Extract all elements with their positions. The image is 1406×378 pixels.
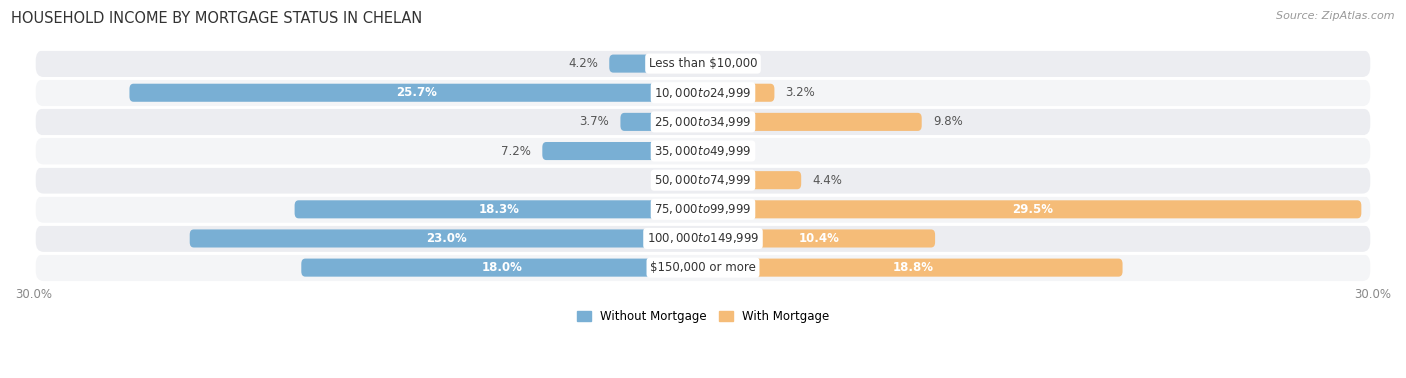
Text: Source: ZipAtlas.com: Source: ZipAtlas.com bbox=[1277, 11, 1395, 21]
FancyBboxPatch shape bbox=[129, 84, 703, 102]
Text: 23.0%: 23.0% bbox=[426, 232, 467, 245]
FancyBboxPatch shape bbox=[190, 229, 703, 248]
Text: Less than $10,000: Less than $10,000 bbox=[648, 57, 758, 70]
FancyBboxPatch shape bbox=[35, 225, 1371, 252]
Text: 7.2%: 7.2% bbox=[502, 144, 531, 158]
FancyBboxPatch shape bbox=[703, 259, 1122, 277]
Text: 10.4%: 10.4% bbox=[799, 232, 839, 245]
FancyBboxPatch shape bbox=[703, 229, 935, 248]
Text: 29.5%: 29.5% bbox=[1012, 203, 1053, 216]
FancyBboxPatch shape bbox=[703, 171, 801, 189]
Text: $25,000 to $34,999: $25,000 to $34,999 bbox=[654, 115, 752, 129]
FancyBboxPatch shape bbox=[35, 50, 1371, 77]
Text: HOUSEHOLD INCOME BY MORTGAGE STATUS IN CHELAN: HOUSEHOLD INCOME BY MORTGAGE STATUS IN C… bbox=[11, 11, 422, 26]
FancyBboxPatch shape bbox=[295, 200, 703, 218]
Text: 4.2%: 4.2% bbox=[568, 57, 598, 70]
Text: $50,000 to $74,999: $50,000 to $74,999 bbox=[654, 173, 752, 187]
Text: 3.2%: 3.2% bbox=[786, 86, 815, 99]
Text: 0.0%: 0.0% bbox=[714, 57, 744, 70]
FancyBboxPatch shape bbox=[35, 79, 1371, 106]
Legend: Without Mortgage, With Mortgage: Without Mortgage, With Mortgage bbox=[572, 305, 834, 328]
Text: 4.4%: 4.4% bbox=[813, 174, 842, 187]
FancyBboxPatch shape bbox=[609, 54, 703, 73]
Text: $35,000 to $49,999: $35,000 to $49,999 bbox=[654, 144, 752, 158]
FancyBboxPatch shape bbox=[35, 138, 1371, 164]
Text: 0.0%: 0.0% bbox=[662, 174, 692, 187]
FancyBboxPatch shape bbox=[35, 108, 1371, 135]
FancyBboxPatch shape bbox=[703, 84, 775, 102]
Text: 18.3%: 18.3% bbox=[478, 203, 519, 216]
FancyBboxPatch shape bbox=[703, 113, 922, 131]
FancyBboxPatch shape bbox=[35, 196, 1371, 223]
FancyBboxPatch shape bbox=[543, 142, 703, 160]
Text: 9.8%: 9.8% bbox=[932, 115, 963, 129]
FancyBboxPatch shape bbox=[35, 254, 1371, 281]
Text: $10,000 to $24,999: $10,000 to $24,999 bbox=[654, 86, 752, 100]
Text: $150,000 or more: $150,000 or more bbox=[650, 261, 756, 274]
FancyBboxPatch shape bbox=[620, 113, 703, 131]
Text: 3.7%: 3.7% bbox=[579, 115, 609, 129]
Text: $100,000 to $149,999: $100,000 to $149,999 bbox=[647, 231, 759, 245]
Text: 25.7%: 25.7% bbox=[396, 86, 437, 99]
Text: 0.0%: 0.0% bbox=[714, 144, 744, 158]
FancyBboxPatch shape bbox=[703, 200, 1361, 218]
Text: $75,000 to $99,999: $75,000 to $99,999 bbox=[654, 202, 752, 216]
FancyBboxPatch shape bbox=[301, 259, 703, 277]
Text: 18.8%: 18.8% bbox=[893, 261, 934, 274]
Text: 18.0%: 18.0% bbox=[482, 261, 523, 274]
FancyBboxPatch shape bbox=[35, 167, 1371, 194]
